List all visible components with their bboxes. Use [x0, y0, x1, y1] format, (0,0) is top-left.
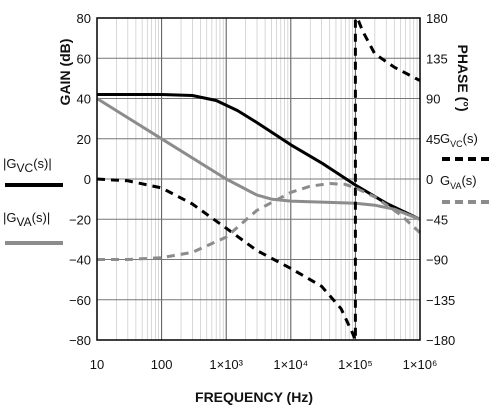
series-layer: [96, 16, 422, 342]
left-tick-label: −80: [69, 333, 91, 348]
right-tick-label: 45: [426, 132, 440, 147]
right-axis-ticks: 180 135 90 45 0 −45 −90 −135 −180: [426, 11, 455, 348]
left-tick-label: −20: [69, 212, 91, 227]
x-tick-label: 1×10³: [209, 357, 243, 372]
x-tick-label: 1×10⁶: [403, 357, 438, 372]
x-axis-title: FREQUENCY (Hz): [195, 389, 313, 405]
left-tick-label: 80: [77, 11, 91, 26]
plot-frame: [96, 17, 421, 341]
right-tick-label: −180: [426, 333, 455, 348]
series-line: [97, 93, 421, 221]
left-tick-label: −60: [69, 293, 91, 308]
right-tick-label: 90: [426, 92, 440, 107]
series-line: [96, 16, 421, 342]
left-tick-label: 0: [84, 172, 91, 187]
right-axis-title: PHASE (°): [455, 44, 471, 111]
legend-label: GVA(s): [440, 173, 477, 191]
x-axis-ticks: 10 100 1×10³ 1×10⁴ 1×10⁵ 1×10⁶: [90, 357, 438, 372]
x-tick-label: 1×10⁵: [338, 357, 373, 372]
legend-label: GVC(s): [440, 131, 478, 149]
legend: |GVC(s)| |GVA(s)| GVC(s) GVA(s): [3, 131, 492, 245]
left-tick-label: −40: [69, 253, 91, 268]
major-grid: [96, 17, 421, 341]
series-line: [96, 97, 421, 221]
x-tick-label: 10: [90, 357, 104, 372]
right-tick-label: 0: [426, 172, 433, 187]
x-tick-label: 100: [151, 357, 173, 372]
left-axis-title: GAIN (dB): [57, 39, 73, 106]
left-tick-label: 40: [77, 92, 91, 107]
left-axis-ticks: 80 60 40 20 0 −20 −40 −60 −80: [69, 11, 91, 348]
right-tick-label: −90: [426, 253, 448, 268]
left-tick-label: 20: [77, 132, 91, 147]
right-tick-label: −45: [426, 212, 448, 227]
left-tick-label: 60: [77, 51, 91, 66]
x-tick-label: 1×10⁴: [273, 357, 308, 372]
legend-label: |GVA(s)|: [3, 210, 50, 229]
series-line: [97, 182, 422, 261]
right-tick-label: 135: [426, 51, 448, 66]
right-tick-label: −135: [426, 293, 455, 308]
right-tick-label: 180: [426, 11, 448, 26]
legend-label: |GVC(s)|: [3, 156, 52, 175]
